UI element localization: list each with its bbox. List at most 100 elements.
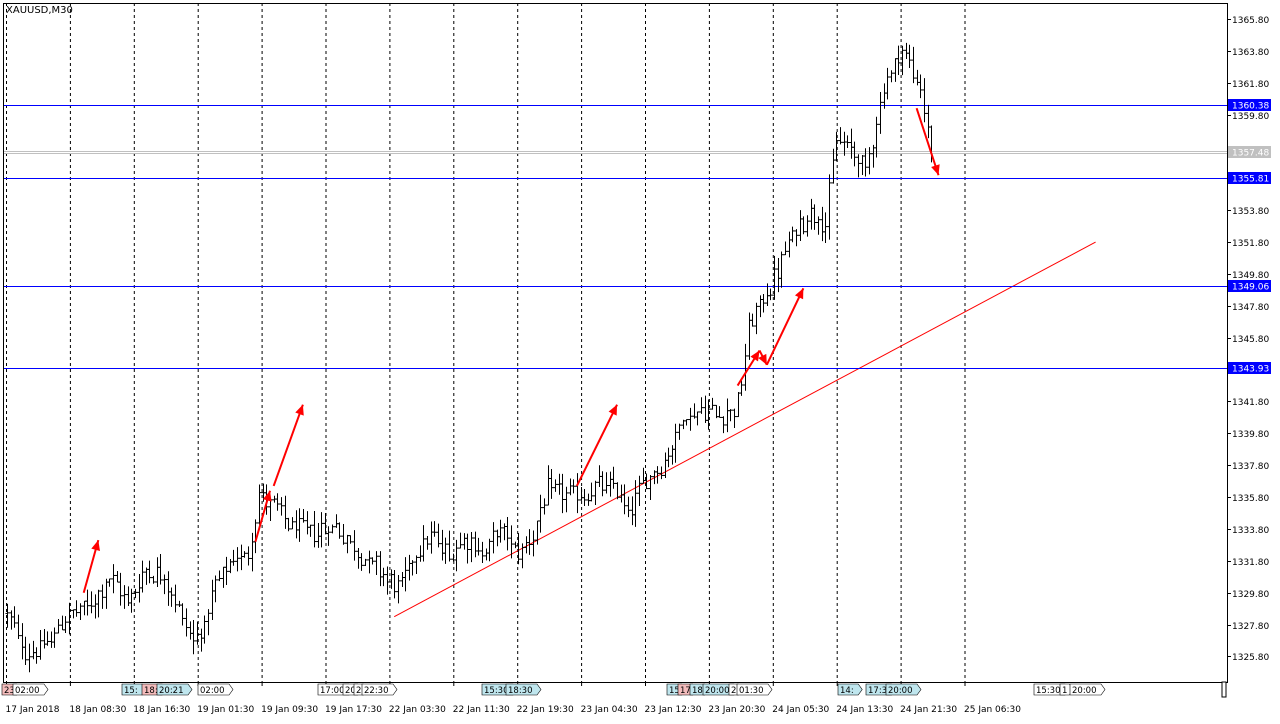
ohlc-bar: [392, 570, 397, 599]
ohlc-bar: [834, 131, 839, 162]
event-tag[interactable]: 22:30: [361, 683, 398, 696]
trendline[interactable]: [393, 241, 1096, 618]
trendline-layer[interactable]: [393, 241, 1096, 618]
red-arrow[interactable]: [758, 350, 768, 366]
ohlc-bar: [147, 560, 152, 584]
event-tag-box: [156, 683, 193, 696]
horizontal-lines-layer[interactable]: [3, 105, 1227, 369]
event-tag[interactable]: 18:30: [505, 683, 542, 696]
event-tag-box: [1069, 683, 1106, 696]
ohlc-bar: [915, 69, 920, 86]
event-tag-label: 18:: [144, 686, 158, 696]
ohlc-bar: [115, 571, 120, 583]
ohlc-bar: [188, 621, 193, 640]
event-tag[interactable]: 20:00: [1069, 683, 1106, 696]
ohlc-bar: [688, 407, 693, 431]
price-tick-label: 1351.80: [1232, 239, 1269, 249]
event-tag-label: 2: [731, 686, 736, 696]
ohlc-bar: [74, 600, 79, 617]
ohlc-bar: [425, 535, 430, 550]
ohlc-bar: [538, 494, 543, 533]
ohlc-bar: [703, 395, 708, 423]
red-arrow[interactable]: [915, 107, 940, 176]
ohlc-bar: [750, 313, 755, 327]
ohlc-bar: [217, 570, 222, 582]
ohlc-bar: [213, 575, 218, 603]
ohlc-bar: [885, 67, 890, 100]
ohlc-bar: [257, 484, 262, 525]
ohlc-bar: [783, 241, 788, 256]
hline-tag-bg: [1228, 362, 1271, 374]
ohlc-bar: [49, 631, 54, 648]
arrow-head: [608, 404, 618, 416]
ohlc-bar: [78, 603, 83, 621]
ohlc-bar: [363, 558, 368, 566]
ohlc-bar: [381, 567, 386, 587]
event-tag[interactable]: 02:00: [12, 683, 49, 696]
time-tick-label: 19 Jan 09:30: [261, 705, 318, 715]
event-tag-label: 15:30: [1036, 686, 1061, 696]
hline-price-tag[interactable]: 1360.38: [1228, 99, 1271, 112]
ohlc-bar: [316, 522, 321, 548]
time-tick-label: 23 Jan 12:30: [645, 705, 702, 715]
red-arrow[interactable]: [575, 404, 618, 487]
event-tag[interactable]: 02:00: [197, 683, 234, 696]
ohlc-bar: [166, 571, 171, 606]
hline-price-tag[interactable]: 1355.81: [1228, 172, 1271, 185]
ohlc-bar: [860, 155, 865, 176]
red-arrow[interactable]: [765, 287, 805, 366]
event-tag-label: 15:30: [484, 686, 509, 696]
event-tag-box: [505, 683, 542, 696]
red-arrow[interactable]: [82, 539, 100, 594]
hline-price-tag[interactable]: 1349.06: [1228, 280, 1271, 293]
ohlc-bar: [279, 497, 284, 516]
ohlc-bar: [85, 589, 90, 616]
event-tag[interactable]: 20:00: [885, 683, 922, 696]
hline-price-tag[interactable]: 1343.93: [1228, 362, 1271, 375]
ohlc-bar: [904, 42, 909, 60]
ohlc-bar: [758, 295, 763, 318]
ohlc-bar: [666, 447, 671, 468]
price-tick-label: 1337.80: [1232, 462, 1269, 472]
ohlc-bar: [787, 231, 792, 258]
ohlc-bar: [308, 524, 313, 537]
arrow-head: [931, 164, 940, 176]
ohlc-bar: [283, 495, 288, 529]
ohlc-bar: [677, 423, 682, 440]
ohlc-bar: [473, 531, 478, 558]
event-tag-box: [885, 683, 922, 696]
ohlc-bar: [717, 406, 722, 418]
time-axis[interactable]: 17 Jan 2018 18 Jan 08:30 18 Jan 16:30 19 Ja…: [6, 682, 1022, 715]
chart-shift-marker[interactable]: [1221, 681, 1227, 698]
event-tag[interactable]: 20:21: [156, 683, 193, 696]
ohlc-bar: [374, 551, 379, 576]
ohlc-bar: [630, 496, 635, 526]
event-tag-label: 01:30: [739, 686, 764, 696]
ohlc-bar: [845, 135, 850, 148]
chart-frame: [3, 3, 1228, 683]
price-tick-label: 1341.80: [1232, 398, 1269, 408]
ohlc-bar: [589, 482, 594, 502]
arrow-shaft: [915, 107, 940, 176]
price-tick-label: 1347.80: [1232, 303, 1269, 313]
ohlc-bar: [312, 510, 317, 548]
event-tag[interactable]: 01:30: [736, 683, 773, 696]
ohlc-bar: [414, 555, 419, 574]
arrow-annotations[interactable]: [82, 107, 940, 594]
price-axis[interactable]: 1365.80 1363.80 1361.80 1359.80 1353.80 1351.…: [1227, 16, 1271, 663]
ohlc-bar: [728, 409, 733, 422]
ohlc-bar: [356, 547, 361, 569]
red-arrow[interactable]: [254, 490, 272, 543]
ohlc-bar: [5, 603, 10, 628]
red-arrow[interactable]: [736, 349, 761, 387]
ohlc-bar: [27, 643, 32, 673]
ohlc-bar: [809, 198, 814, 230]
ohlc-bar: [140, 560, 145, 593]
event-tag[interactable]: 14:: [837, 683, 863, 696]
ohlc-bar: [754, 302, 759, 335]
red-arrow[interactable]: [272, 404, 304, 487]
ohlc-bar: [418, 545, 423, 562]
event-tags[interactable]: 23 02:00 15: 18: 20:21 02:00 17:00 20 2 22:30 15:3…: [1, 683, 1106, 696]
